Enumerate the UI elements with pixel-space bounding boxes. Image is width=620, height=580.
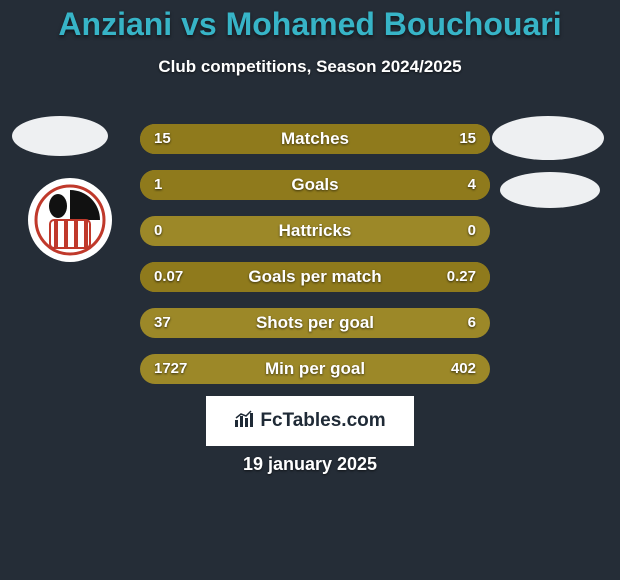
chart-icon (234, 410, 254, 433)
comparison-bars: 1515Matches 14Goals 00Hattricks 0.070.27Goa… (140, 124, 490, 400)
stat-row: 0.070.27Goals per match (140, 262, 490, 292)
player-right-avatar (492, 116, 604, 160)
stat-label: Shots per goal (140, 308, 490, 338)
subtitle: Club competitions, Season 2024/2025 (0, 57, 620, 77)
stat-row: 00Hattricks (140, 216, 490, 246)
club-right-badge (500, 172, 600, 208)
stat-label: Goals per match (140, 262, 490, 292)
stat-row: 1515Matches (140, 124, 490, 154)
brand-text: FcTables.com (260, 410, 385, 432)
stat-row: 1727402Min per goal (140, 354, 490, 384)
club-crest-icon (34, 184, 106, 256)
stat-row: 376Shots per goal (140, 308, 490, 338)
stat-label: Hattricks (140, 216, 490, 246)
page-title: Anziani vs Mohamed Bouchouari (0, 0, 620, 43)
stat-label: Min per goal (140, 354, 490, 384)
club-left-badge (28, 178, 112, 262)
player-left-avatar (12, 116, 108, 156)
stat-row: 14Goals (140, 170, 490, 200)
stat-label: Goals (140, 170, 490, 200)
date-text: 19 january 2025 (0, 454, 620, 475)
stat-label: Matches (140, 124, 490, 154)
comparison-card: Anziani vs Mohamed Bouchouari Club compe… (0, 0, 620, 580)
brand-badge: FcTables.com (206, 396, 414, 446)
